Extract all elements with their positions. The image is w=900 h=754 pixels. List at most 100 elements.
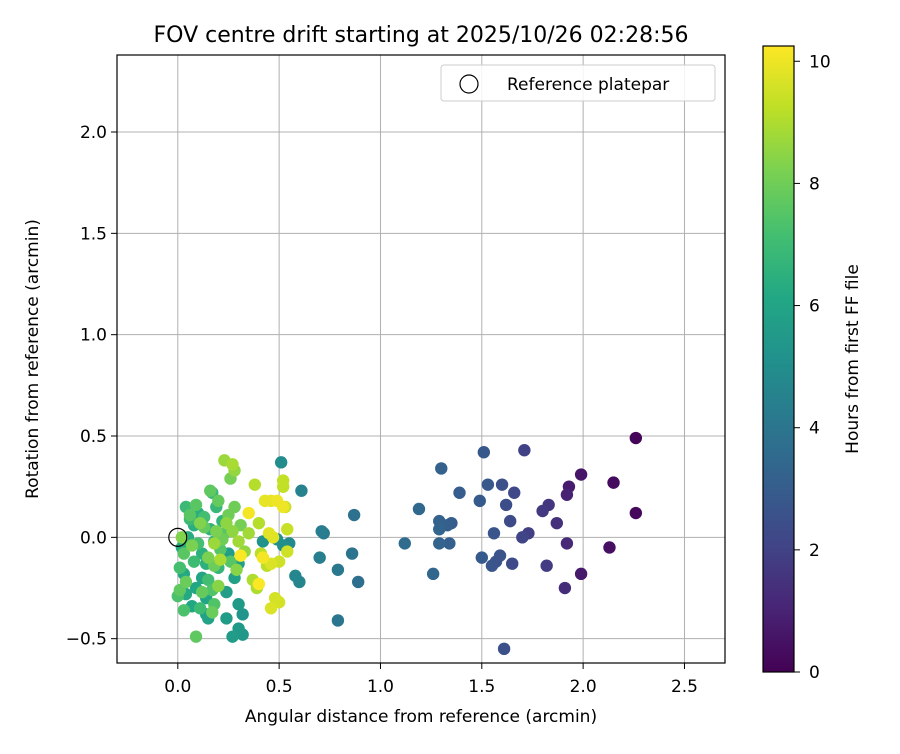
data-point [351,575,365,589]
data-point [264,602,278,615]
legend-box [440,64,716,102]
legend-label: Reference platepar [507,75,669,95]
data-point [212,579,225,593]
x-tick-label: 0.5 [266,677,293,697]
plot-frame [116,54,726,664]
data-point [193,602,207,615]
y-tick-label: 0.0 [80,528,107,548]
y-axis-ticks: −0.5 0.0 0.5 1.0 1.5 2.0 [66,123,117,650]
data-point [189,630,203,643]
data-point [210,525,223,538]
y-tick-label: 1.0 [80,326,107,346]
chart-title: FOV centre drift starting at 2025/10/26 … [154,23,689,48]
colorbar-gradient [762,45,795,673]
data-point [331,614,345,627]
data-point [252,577,266,591]
data-point [540,559,553,572]
data-point [208,537,221,550]
data-point [629,431,643,445]
y-axis-label: Rotation from reference (arcmin) [23,219,43,499]
data-point [289,569,302,583]
legend-marker-icon [459,74,479,94]
data-point [179,575,193,589]
data-point [477,446,491,459]
data-point [256,551,270,564]
data-point [518,444,531,457]
data-point [252,516,266,530]
data-point [232,535,245,548]
data-point [230,563,243,576]
reference-platepar-marker [168,527,188,547]
x-tick-label: 2.0 [570,677,597,697]
data-point [185,539,199,552]
data-point [177,547,191,560]
colorbar-tick-label: 8 [809,174,820,194]
data-point [560,488,574,501]
data-point [195,585,209,599]
data-point [435,462,448,475]
y-tick-label: 0.5 [80,427,107,447]
data-point [485,559,499,572]
data-point [574,468,588,481]
x-tick-label: 1.5 [468,677,495,697]
x-tick-label: 2.5 [671,677,698,697]
data-point [276,474,290,487]
data-point [202,573,215,587]
data-point [248,478,262,491]
data-point [276,500,290,514]
data-point [558,581,572,595]
data-points [171,431,643,656]
data-point [262,527,276,540]
x-tick-label: 1.0 [367,677,394,697]
data-point [398,537,411,550]
data-point [499,498,513,512]
data-point [173,561,187,574]
data-point [214,553,227,566]
data-point [516,531,529,544]
data-point [487,527,501,540]
colorbar-tick-label: 4 [809,419,820,439]
data-point [345,547,359,560]
data-point [503,514,517,528]
colorbar-tick-label: 0 [809,663,820,683]
data-point [228,500,241,514]
data-point [202,551,215,564]
data-point [412,502,426,516]
data-point [560,537,574,550]
data-point [220,516,233,530]
data-point [574,567,588,581]
data-point [603,541,616,554]
data-point [189,498,203,512]
data-point [183,508,197,522]
data-point [177,604,191,617]
data-point [331,563,345,576]
data-point [607,476,620,489]
data-point [433,523,446,536]
data-point [226,458,239,471]
data-point [473,494,486,508]
data-point [550,516,563,530]
data-point [497,642,511,656]
x-axis-label: Angular distance from reference (arcmin) [245,707,597,727]
x-axis-ticks: 0.0 0.5 1.0 1.5 2.0 2.5 [164,663,698,697]
data-point [315,525,328,538]
colorbar-ticks: 0 2 4 6 8 10 [794,52,831,683]
colorbar-label: Hours from first FF file [843,264,863,454]
data-point [506,557,519,570]
colorbar-tick-label: 6 [809,297,820,317]
data-point [187,555,201,568]
colorbar-tick-label: 2 [809,541,820,561]
data-point [232,598,245,611]
data-point [281,545,294,558]
data-point [212,494,225,508]
data-point [453,486,466,499]
data-point [193,516,207,530]
data-point [426,567,440,581]
data-point [495,478,509,491]
data-point [242,506,255,520]
y-tick-label: −0.5 [66,630,107,650]
y-tick-label: 1.5 [80,224,107,244]
data-point [536,504,549,518]
colorbar-tick-label: 10 [809,52,831,72]
